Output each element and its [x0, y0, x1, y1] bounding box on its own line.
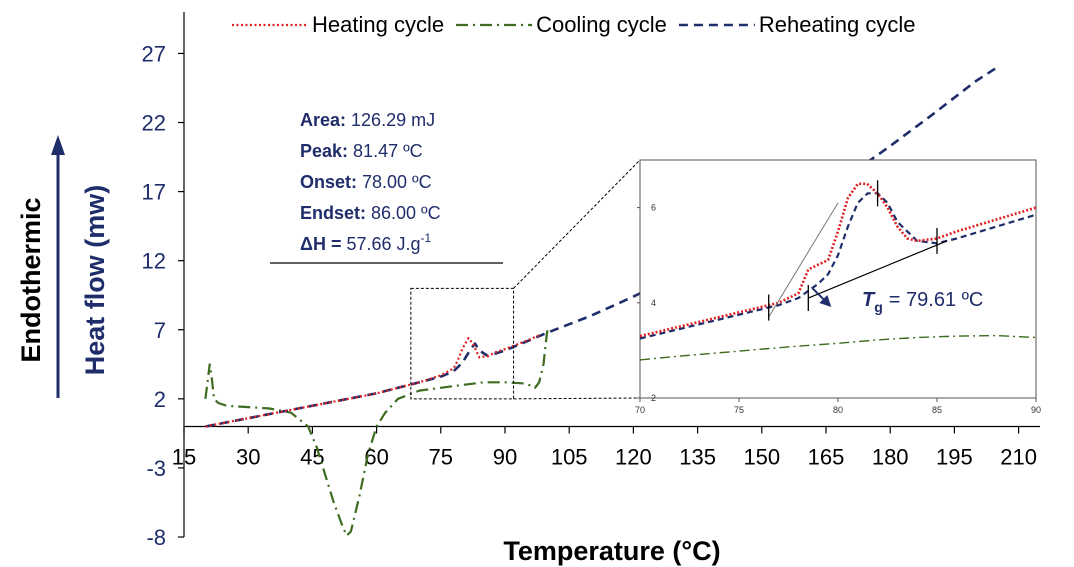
x-tick-label: 45: [300, 444, 324, 469]
inset-y-tick-label: 2: [651, 393, 656, 403]
area-label: Area:: [300, 110, 346, 130]
inset-x-tick-label: 85: [932, 405, 942, 415]
zoom-connector-bottom: [513, 397, 641, 400]
x-tick-label: 210: [1000, 444, 1037, 469]
legend-label: Cooling cycle: [536, 12, 667, 37]
y-tick-label: 22: [142, 111, 166, 136]
inset-x-tick-label: 80: [833, 405, 843, 415]
inset-x-tick-label: 90: [1031, 405, 1041, 415]
enthalpy-value: 57.66 J.g: [346, 234, 420, 254]
peak-label: Peak:: [300, 141, 348, 161]
peak-value: 81.47 ºC: [353, 141, 423, 161]
x-tick-label: 105: [551, 444, 588, 469]
inset-frame: [639, 159, 1037, 399]
y-axis-label: Heat flow (mw): [80, 185, 110, 376]
series-line-cooling-cycle: [204, 326, 549, 537]
zoom-source-box: [410, 287, 515, 400]
series-line-heating-cycle: [205, 334, 540, 428]
y-axis-outer-label: Endothermic: [16, 197, 46, 362]
svg-text:Onset:78.00 ºC: Onset: 78.00 ºC: [300, 172, 432, 192]
x-tick-label: 30: [236, 444, 260, 469]
endset-value: 86.00 ºC: [371, 203, 441, 223]
inset-baseline-line: [808, 240, 948, 299]
inset-x-tick-label: 70: [635, 405, 645, 415]
x-tick-label: 135: [679, 444, 716, 469]
endset-label: Endset:: [300, 203, 366, 223]
inset-tangent-line: [768, 202, 839, 318]
x-tick-label: 150: [743, 444, 780, 469]
x-tick-label: 120: [615, 444, 652, 469]
endothermic-arrow-head: [51, 135, 65, 155]
tg-subscript: g: [874, 299, 883, 315]
y-tick-label: 12: [142, 249, 166, 274]
tg-symbol: T: [862, 289, 876, 311]
y-tick-label: 27: [142, 41, 166, 66]
tg-value: = 79.61 ºC: [889, 289, 984, 311]
svg-text:Peak:81.47 ºC: Peak: 81.47 ºC: [300, 141, 423, 161]
x-tick-label: 75: [429, 444, 453, 469]
svg-text:ΔH = 57.66 J.g-1: ΔH = 57.66 J.g-1: [300, 231, 432, 254]
inset-x-tick-label: 75: [734, 405, 744, 415]
peak-stats-annotation: Area: 126.29 mJ Peak: 81.47 ºC Onset: 78.00…: [270, 110, 503, 264]
legend-label: Reheating cycle: [759, 12, 916, 37]
svg-text:Area:126.29 mJ: Area: 126.29 mJ: [300, 110, 435, 130]
enthalpy-unit-superscript: -1: [421, 231, 432, 245]
glass-transition-label: Tg = 79.61 ºC: [862, 289, 983, 315]
area-value: 126.29 mJ: [351, 110, 435, 130]
y-tick-label: 7: [154, 318, 166, 343]
zoom-connector-top: [513, 159, 641, 289]
y-tick-label: 2: [154, 387, 166, 412]
y-tick-label: 17: [142, 180, 166, 205]
x-tick-label: 90: [493, 444, 517, 469]
onset-label: Onset:: [300, 172, 357, 192]
tg-arrow-head: [819, 295, 832, 308]
onset-value: 78.00 ºC: [362, 172, 432, 192]
x-tick-label: 165: [808, 444, 845, 469]
x-axis-label: Temperature (°C): [503, 536, 720, 566]
x-tick-label: 180: [872, 444, 909, 469]
svg-text:Endset:86.00 ºC: Endset: 86.00 ºC: [300, 203, 441, 223]
inset-y-tick-label: 6: [651, 203, 656, 213]
y-tick-label: -3: [146, 456, 166, 481]
inset-y-tick-label: 4: [651, 298, 656, 308]
inset-reheating-line: [639, 192, 1037, 340]
legend-label: Heating cycle: [312, 12, 444, 37]
inset-cooling-line: [639, 334, 1037, 361]
x-tick-label: 195: [936, 444, 973, 469]
y-tick-label: -8: [146, 525, 166, 550]
enthalpy-label: ΔH =: [300, 234, 346, 254]
legend: Heating cycle Cooling cycle Reheating cycl…: [232, 12, 915, 37]
